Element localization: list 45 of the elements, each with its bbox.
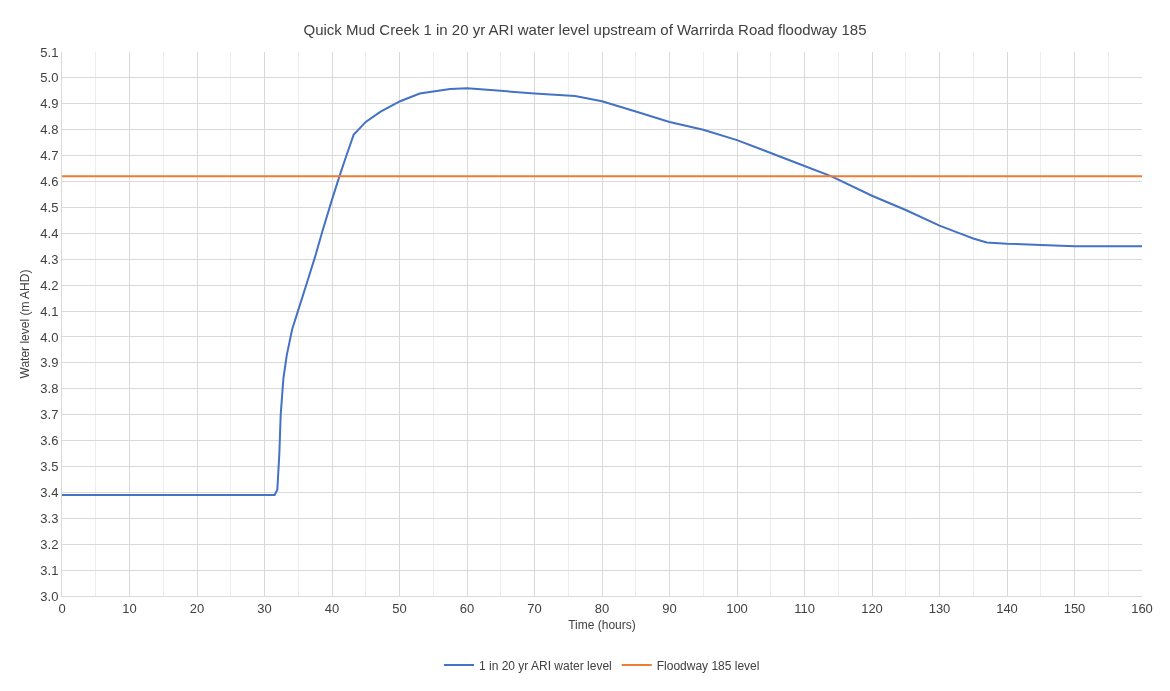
- legend-label: 1 in 20 yr ARI water level: [479, 658, 612, 673]
- y-tick-label: 4.9: [40, 96, 59, 112]
- x-tick-label: 100: [726, 600, 748, 616]
- y-tick-label: 4.3: [40, 251, 59, 267]
- y-tick-label: 3.7: [40, 407, 59, 423]
- x-tick-label: 40: [324, 600, 340, 616]
- x-tick-label: 140: [996, 600, 1018, 616]
- y-tick-label: 4.8: [40, 122, 59, 138]
- y-tick-label: 3.8: [40, 381, 59, 397]
- x-tick-label: 60: [459, 600, 475, 616]
- x-axis-title: Time (hours): [568, 618, 636, 633]
- y-tick-label: 3.0: [40, 588, 59, 604]
- y-tick-label: 5.0: [40, 70, 59, 86]
- legend-label: Floodway 185 level: [656, 658, 760, 673]
- y-tick-label: 3.9: [40, 355, 59, 371]
- y-tick-label: 3.5: [40, 459, 59, 475]
- x-tick-label: 130: [928, 600, 951, 616]
- x-tick-label: 10: [122, 600, 137, 616]
- x-tick-label: 80: [594, 600, 610, 616]
- y-axis-title: Water level (m AHD): [17, 269, 32, 379]
- y-tick-label: 5.1: [40, 44, 59, 60]
- x-tick-label: 50: [392, 600, 407, 616]
- y-tick-label: 4.5: [40, 199, 59, 215]
- x-tick-label: 120: [861, 600, 883, 616]
- y-tick-label: 4.1: [40, 303, 59, 319]
- x-tick-label: 90: [662, 600, 677, 616]
- x-tick-label: 30: [257, 600, 272, 616]
- y-tick-label: 3.3: [40, 510, 59, 526]
- x-tick-label: 150: [1063, 600, 1086, 616]
- y-tick-label: 4.7: [40, 148, 59, 164]
- y-tick-label: 3.2: [40, 536, 59, 552]
- y-tick-label: 4.0: [40, 329, 59, 345]
- y-tick-label: 3.6: [40, 433, 59, 449]
- y-tick-label: 4.2: [40, 277, 59, 293]
- x-tick-label: 20: [189, 600, 205, 616]
- line-series: [62, 87, 1142, 496]
- y-tick-label: 4.6: [40, 174, 59, 190]
- x-tick-label: 70: [527, 600, 542, 616]
- x-tick-label: 0: [58, 600, 66, 616]
- y-tick-label: 3.4: [40, 484, 59, 500]
- x-tick-label: 110: [794, 600, 815, 616]
- x-tick-label: 160: [1131, 600, 1153, 616]
- chart-title: Quick Mud Creek 1 in 20 yr ARI water level upstream of Warrirda Road floodway 185: [303, 20, 867, 38]
- y-tick-label: 4.4: [40, 225, 59, 241]
- y-tick-label: 3.1: [40, 562, 59, 578]
